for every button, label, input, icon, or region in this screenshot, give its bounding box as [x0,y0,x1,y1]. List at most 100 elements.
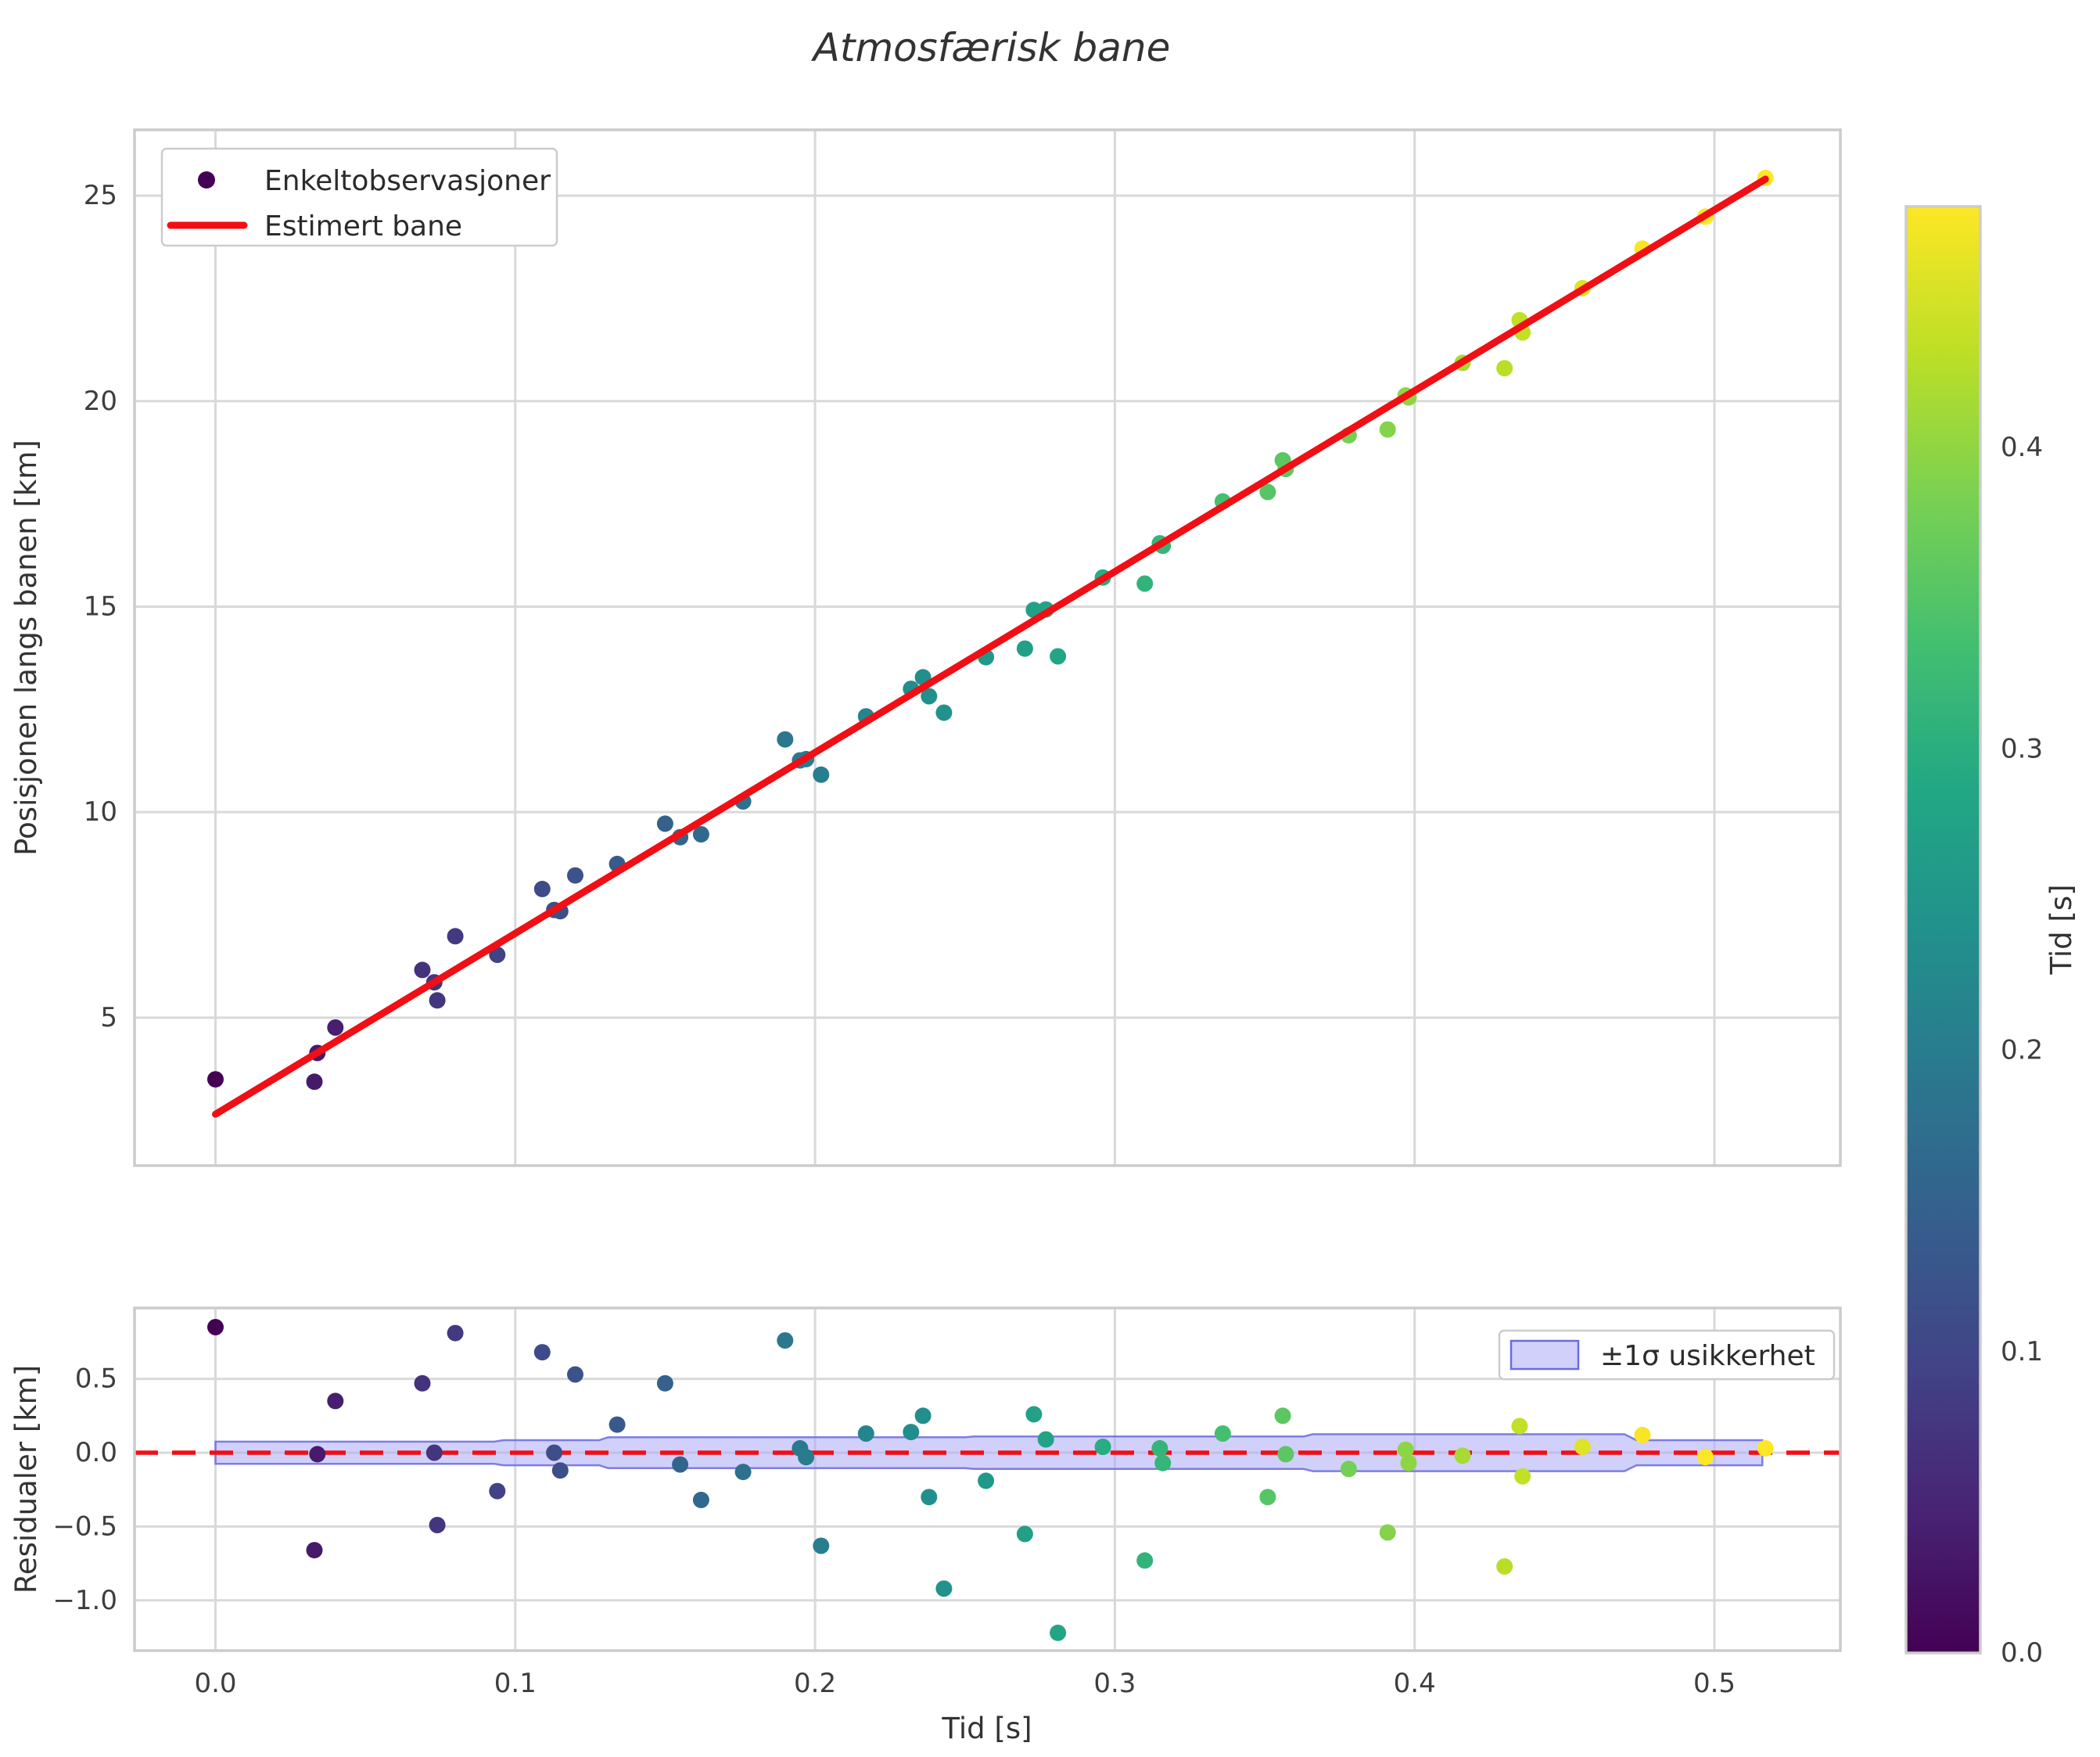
data-point [1016,640,1033,657]
y-tick-label: 10 [84,796,117,828]
sigma-band [214,1433,1764,1472]
data-point [813,766,830,783]
figure-title: Atmosfærisk bane [811,25,1171,70]
colorbar-label: Tid [s] [2044,884,2078,975]
residual-point [1634,1426,1651,1443]
colorbar-gradient [1906,207,1980,1653]
residual-point [656,1374,673,1392]
data-point [921,688,938,705]
x-tick-labels: 0.0 0.1 0.2 0.3 0.4 0.5 [194,1668,1736,1699]
residual-point [857,1425,874,1442]
x-tick-label: 0.5 [1693,1668,1736,1699]
residual-point [1154,1454,1172,1471]
residual-point [1025,1406,1043,1423]
residual-point [692,1491,709,1508]
data-point [1259,483,1276,501]
residual-point [309,1446,326,1463]
colorbar-tick-labels: 0.0 0.1 0.2 0.3 0.4 [2001,432,2043,1669]
residual-point [1514,1468,1531,1485]
residual-point [414,1374,431,1392]
residual-y-axis-label: Residualer [km] [9,1365,43,1594]
data-point [414,961,431,979]
data-point [207,1071,224,1088]
residual-point [608,1416,626,1433]
residual-point [1094,1439,1111,1455]
data-point [1136,575,1154,592]
x-tick-label: 0.3 [1093,1668,1136,1699]
residual-point [1151,1439,1168,1457]
legend-trajectory-label: Estimert bane [264,210,462,243]
x-tick-label: 0.4 [1394,1668,1436,1699]
data-point [429,992,446,1009]
residual-point [1574,1439,1591,1455]
residual-point [813,1537,830,1554]
main-legend-box [160,147,558,247]
residual-point [489,1482,506,1500]
residual-legend-box [1498,1329,1836,1381]
residual-point [1259,1489,1276,1506]
residual-point [1397,1441,1414,1458]
residual-point [1757,1439,1774,1457]
data-point [1050,648,1067,665]
residual-point [935,1580,953,1597]
residual-point [1454,1447,1471,1464]
legend-observation-label: Enkeltobservasjoner [264,165,551,197]
y-tick-label: 25 [84,180,117,211]
legend-sigma-band-patch [1509,1339,1580,1371]
main-y-tick-labels: 5 10 15 20 25 [84,180,117,1033]
residual-point [1379,1524,1396,1541]
residual-point [1214,1425,1231,1442]
colorbar-tick-label: 0.2 [2001,1035,2043,1066]
x-axis-label: Tid [s] [941,1712,1032,1745]
x-tick-label: 0.1 [494,1668,537,1699]
x-tick-label: 0.0 [194,1668,236,1699]
y-tick-label: −0.5 [52,1511,117,1542]
data-point [447,928,464,945]
residual-point [903,1424,920,1441]
data-point [935,704,953,721]
residual-point [551,1462,569,1479]
main-plot-frame [133,128,1842,1167]
residual-legend: ±1σ usikkerhet [1498,1329,1836,1381]
residual-point [207,1319,224,1335]
colorbar: 0.0 0.1 0.2 0.3 0.4 Tid [s] [1904,205,2078,1669]
residual-point [921,1489,938,1506]
residual-point [1340,1461,1357,1478]
y-tick-label: 20 [84,386,117,417]
y-tick-label: −1.0 [52,1585,117,1616]
residual-y-tick-labels: 0.5 0.0 −0.5 −1.0 [52,1364,117,1616]
residual-point [1136,1552,1154,1569]
residual-point [447,1324,464,1342]
residual-point [777,1332,794,1349]
y-tick-label: 0.0 [75,1437,117,1468]
residual-point [306,1542,323,1559]
legend-sigma-band-label: ±1σ usikkerhet [1600,1340,1815,1372]
data-point [306,1073,323,1090]
residual-point [1277,1446,1294,1463]
residual-point [533,1344,551,1361]
residual-plot-points [207,1319,1774,1641]
residual-point [798,1449,815,1466]
residual-point [1697,1449,1714,1466]
data-point [327,1019,344,1036]
estimated-trajectory-line [212,175,1769,1118]
residual-point [567,1366,583,1383]
colorbar-tick-label: 0.4 [2001,432,2043,463]
data-point [567,867,583,884]
colorbar-tick-label: 0.1 [2001,1336,2043,1367]
residual-point [914,1407,932,1425]
residual-point [1496,1558,1513,1575]
data-point [1496,360,1513,377]
residual-plot-frame [133,1306,1842,1652]
main-y-axis-label: Posisjonen langs banen [km] [9,440,43,856]
y-tick-label: 0.5 [75,1364,117,1395]
residual-point [1274,1407,1291,1425]
data-point [533,880,551,897]
legend-observation-marker [198,171,215,189]
data-point [777,731,794,748]
residual-point [1050,1624,1067,1641]
residual-point [327,1392,344,1410]
residual-point [1037,1431,1054,1448]
colorbar-tick-label: 0.3 [2001,733,2043,764]
